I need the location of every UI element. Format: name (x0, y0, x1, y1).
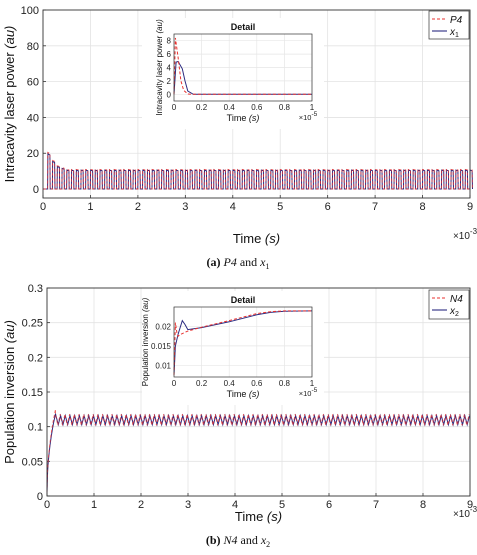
inset-x-axis-label: Time (s) (227, 389, 260, 399)
y-axis-label: Intracavity laser power (au) (2, 26, 17, 183)
x-tick-label: 2 (138, 499, 144, 511)
x-tick-label: 1 (87, 201, 93, 213)
inset-title: Detail (231, 295, 256, 305)
y-tick-label: 0.15 (22, 387, 43, 399)
inset-x-tick-label: 0.2 (196, 103, 208, 112)
x-tick-label: 6 (325, 201, 331, 213)
series-line-N4 (46, 409, 470, 493)
x-tick-label: 7 (373, 499, 379, 511)
inset-y-tick-label: 0.02 (155, 322, 171, 331)
inset-y-tick-label: 2 (167, 77, 172, 86)
inset-frame (173, 33, 313, 102)
legend-label: P4 (450, 15, 463, 26)
x-axis-label: Time (s) (233, 231, 280, 246)
y-axis-label: Population inversion (au) (2, 320, 17, 464)
y-tick-label: 20 (27, 148, 39, 160)
y-tick-label: 0 (33, 184, 39, 196)
inset-x-tick-label: 1 (310, 103, 315, 112)
inset-chart: 0 0.2 0.4 0.6 0.8 1 0.01 0.015 0.02 Detail Time (s… (141, 291, 324, 405)
y-tick-label: 100 (21, 5, 39, 17)
inset-x-tick-label: 0.8 (279, 103, 291, 112)
x-tick-label: 4 (230, 201, 236, 213)
y-tick-label: 0 (37, 491, 43, 503)
x-tick-label: 3 (185, 499, 191, 511)
inset-x-tick-label: 0.2 (196, 379, 208, 388)
x-tick-label: 0 (40, 201, 46, 213)
x-tick-label: 7 (372, 201, 378, 213)
x-tick-label: 6 (326, 499, 332, 511)
caption: (a) P4 and x1 (207, 255, 270, 271)
plot-frame (46, 287, 471, 497)
inset-y-tick-label: 8 (167, 37, 172, 46)
x-tick-label: 0 (44, 499, 50, 511)
inset-x-axis-label: Time (s) (227, 113, 260, 123)
inset-chart: 0 0.2 0.4 0.6 0.8 1 0 2 4 6 8 Detail Time (s) Intraca… (142, 18, 324, 129)
x-tick-label: 5 (279, 499, 285, 511)
x-tick-label: 4 (232, 499, 238, 511)
x-tick-label: 8 (420, 499, 426, 511)
y-tick-label: 0.2 (28, 352, 43, 364)
y-tick-label: 0.25 (22, 318, 43, 330)
y-tick-label: 80 (27, 41, 39, 53)
inset-series-line-P4 (173, 37, 312, 95)
inset-x-tick-label: 0.8 (279, 379, 291, 388)
inset-x-tick-label: 0.4 (224, 103, 236, 112)
caption: (b) N4 and x2 (206, 533, 270, 549)
inset-y-axis-label: Population inversion (au) (141, 297, 150, 386)
inset-plot-area (174, 307, 312, 377)
inset-x-tick-label: 0 (172, 103, 177, 112)
legend-box (428, 289, 470, 320)
y-tick-label: 0.05 (22, 456, 43, 468)
x-tick-label: 9 (467, 201, 473, 213)
inset-y-tick-label: 4 (167, 64, 172, 73)
inset-x-exponent-label: ×10-5 (299, 111, 318, 122)
inset-frame (173, 306, 313, 378)
inset-x-tick-label: 0 (172, 379, 177, 388)
inset-series-line-N4 (173, 310, 312, 376)
inset-y-tick-label: 0.01 (155, 361, 171, 370)
x-axis-label: Time (s) (235, 509, 282, 524)
inset-x-tick-label: 0.6 (251, 379, 263, 388)
x-tick-label: 5 (277, 201, 283, 213)
y-tick-label: 60 (27, 77, 39, 89)
inset-x-tick-label: 0.6 (251, 103, 263, 112)
inset-y-tick-label: 6 (167, 50, 172, 59)
x-exponent-label: ×10-3 (453, 505, 477, 520)
x-tick-label: 2 (135, 201, 141, 213)
inset-title: Detail (231, 22, 256, 32)
plot-frame (42, 9, 471, 199)
x-tick-label: 8 (419, 201, 425, 213)
inset-x-tick-label: 1 (310, 379, 315, 388)
inset-y-axis-label: Intracavity laser power (au) (155, 19, 164, 116)
series-line-P4 (43, 151, 473, 190)
legend-box (428, 10, 470, 40)
inset-y-tick-label: 0.015 (151, 342, 172, 351)
inset-series-line-x1 (173, 60, 312, 95)
y-tick-label: 40 (27, 112, 39, 124)
x-tick-label: 9 (467, 499, 473, 511)
inset-x-exponent-label: ×10-5 (299, 387, 318, 398)
y-tick-label: 0.1 (28, 422, 43, 434)
legend-label: N4 (450, 294, 463, 305)
x-tick-label: 1 (91, 499, 97, 511)
inset-y-tick-label: 0 (167, 90, 172, 99)
legend-label: x1 (449, 27, 459, 39)
x-tick-label: 3 (182, 201, 188, 213)
x-exponent-label: ×10-3 (453, 227, 477, 242)
legend-label: x2 (449, 306, 459, 318)
chart-panel-b: 0 1 2 3 4 5 6 7 8 9 0 0.05 0.1 0.15 0.2 0.25 0.3 Time (s)… (2, 283, 477, 549)
inset-x-tick-label: 0.4 (224, 379, 236, 388)
y-tick-label: 0.3 (28, 283, 43, 295)
